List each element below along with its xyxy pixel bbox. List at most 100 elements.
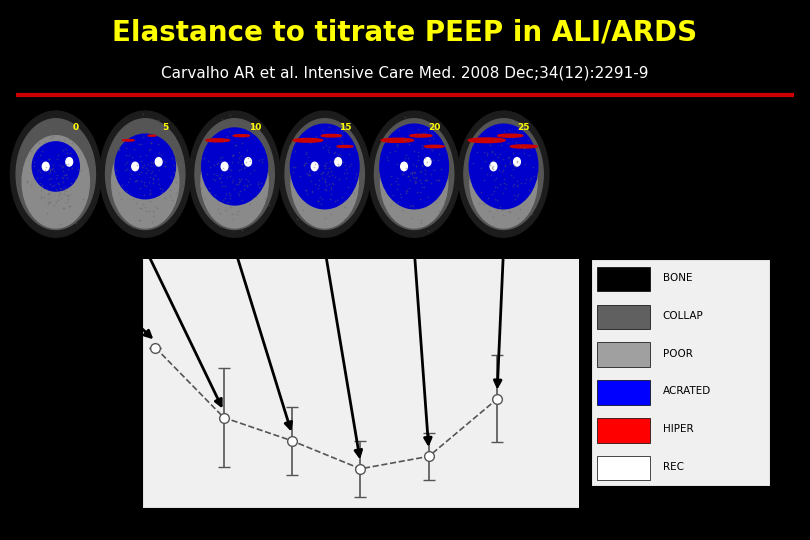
Point bbox=[38, 121, 51, 130]
Point bbox=[225, 152, 238, 160]
Point bbox=[28, 130, 40, 139]
Point bbox=[219, 194, 232, 202]
Point bbox=[385, 179, 398, 188]
Point bbox=[332, 160, 345, 168]
Point bbox=[44, 198, 57, 207]
Point bbox=[41, 199, 54, 208]
Point bbox=[322, 146, 335, 154]
Point bbox=[153, 179, 166, 188]
Point bbox=[174, 159, 187, 168]
Point bbox=[62, 165, 75, 173]
Point bbox=[237, 164, 250, 172]
Point bbox=[303, 167, 316, 176]
Point bbox=[61, 191, 74, 199]
Ellipse shape bbox=[245, 158, 251, 166]
Point bbox=[58, 184, 71, 193]
Point bbox=[143, 145, 156, 154]
Point bbox=[303, 171, 316, 179]
Point bbox=[45, 182, 58, 191]
Point bbox=[485, 171, 498, 179]
Point bbox=[252, 178, 265, 186]
Point bbox=[410, 161, 423, 170]
Point bbox=[250, 123, 263, 131]
Point bbox=[152, 166, 165, 174]
Point bbox=[407, 167, 420, 176]
Point bbox=[149, 125, 162, 134]
Point bbox=[85, 173, 98, 182]
Point bbox=[227, 151, 240, 160]
Point bbox=[234, 164, 247, 173]
Point bbox=[326, 157, 339, 166]
Point bbox=[48, 200, 61, 209]
Point bbox=[343, 161, 356, 170]
Point bbox=[309, 180, 322, 188]
Text: 10: 10 bbox=[249, 124, 261, 132]
Point bbox=[507, 179, 520, 188]
Point bbox=[119, 150, 132, 159]
Point bbox=[212, 204, 225, 213]
Point bbox=[312, 184, 325, 192]
Point bbox=[168, 173, 181, 181]
Point bbox=[467, 159, 480, 167]
Point bbox=[478, 147, 491, 156]
Point bbox=[420, 176, 433, 184]
Point bbox=[62, 160, 75, 168]
Point bbox=[130, 199, 143, 207]
Point bbox=[16, 151, 29, 159]
Point bbox=[498, 175, 511, 184]
Ellipse shape bbox=[374, 119, 454, 230]
Point bbox=[237, 180, 250, 189]
Point bbox=[419, 202, 432, 211]
Point bbox=[47, 164, 60, 172]
Point bbox=[230, 179, 243, 188]
Text: Carvalho AR et al. Intensive Care Med. 2008 Dec;34(12):2291-9: Carvalho AR et al. Intensive Care Med. 2… bbox=[161, 65, 649, 80]
Point bbox=[404, 176, 417, 184]
Point bbox=[343, 150, 356, 158]
Point bbox=[50, 171, 63, 179]
Point bbox=[414, 218, 427, 227]
Point bbox=[514, 205, 526, 213]
Point bbox=[202, 156, 215, 165]
Point bbox=[504, 160, 517, 168]
Ellipse shape bbox=[221, 162, 228, 171]
Point bbox=[146, 159, 159, 167]
Point bbox=[416, 144, 428, 152]
Point bbox=[120, 158, 133, 166]
Point bbox=[25, 180, 38, 189]
Point bbox=[329, 148, 342, 157]
Point bbox=[523, 185, 536, 194]
Point bbox=[418, 170, 431, 178]
Point bbox=[318, 161, 330, 170]
Point bbox=[326, 178, 339, 187]
Point bbox=[53, 191, 66, 199]
Ellipse shape bbox=[66, 158, 73, 166]
Point bbox=[324, 195, 337, 204]
Point bbox=[387, 197, 400, 205]
Point bbox=[143, 173, 156, 181]
Point bbox=[222, 127, 235, 136]
Point bbox=[202, 133, 215, 141]
Point bbox=[425, 146, 438, 154]
Ellipse shape bbox=[291, 136, 358, 228]
Ellipse shape bbox=[279, 111, 370, 237]
Point bbox=[299, 159, 312, 167]
Ellipse shape bbox=[497, 134, 523, 137]
Point bbox=[49, 185, 62, 193]
Point bbox=[300, 147, 313, 156]
Point bbox=[347, 189, 360, 198]
Point bbox=[42, 155, 55, 164]
Point bbox=[109, 147, 122, 156]
Point bbox=[68, 175, 81, 184]
Point bbox=[337, 126, 350, 135]
Ellipse shape bbox=[470, 136, 537, 228]
Point bbox=[142, 160, 155, 168]
Point bbox=[288, 163, 301, 172]
Point bbox=[116, 180, 129, 189]
Point bbox=[71, 164, 84, 173]
Point bbox=[213, 222, 226, 231]
Point bbox=[64, 124, 77, 132]
Point bbox=[502, 207, 515, 215]
Point bbox=[68, 129, 81, 138]
Point bbox=[403, 169, 416, 178]
Point bbox=[62, 201, 75, 210]
